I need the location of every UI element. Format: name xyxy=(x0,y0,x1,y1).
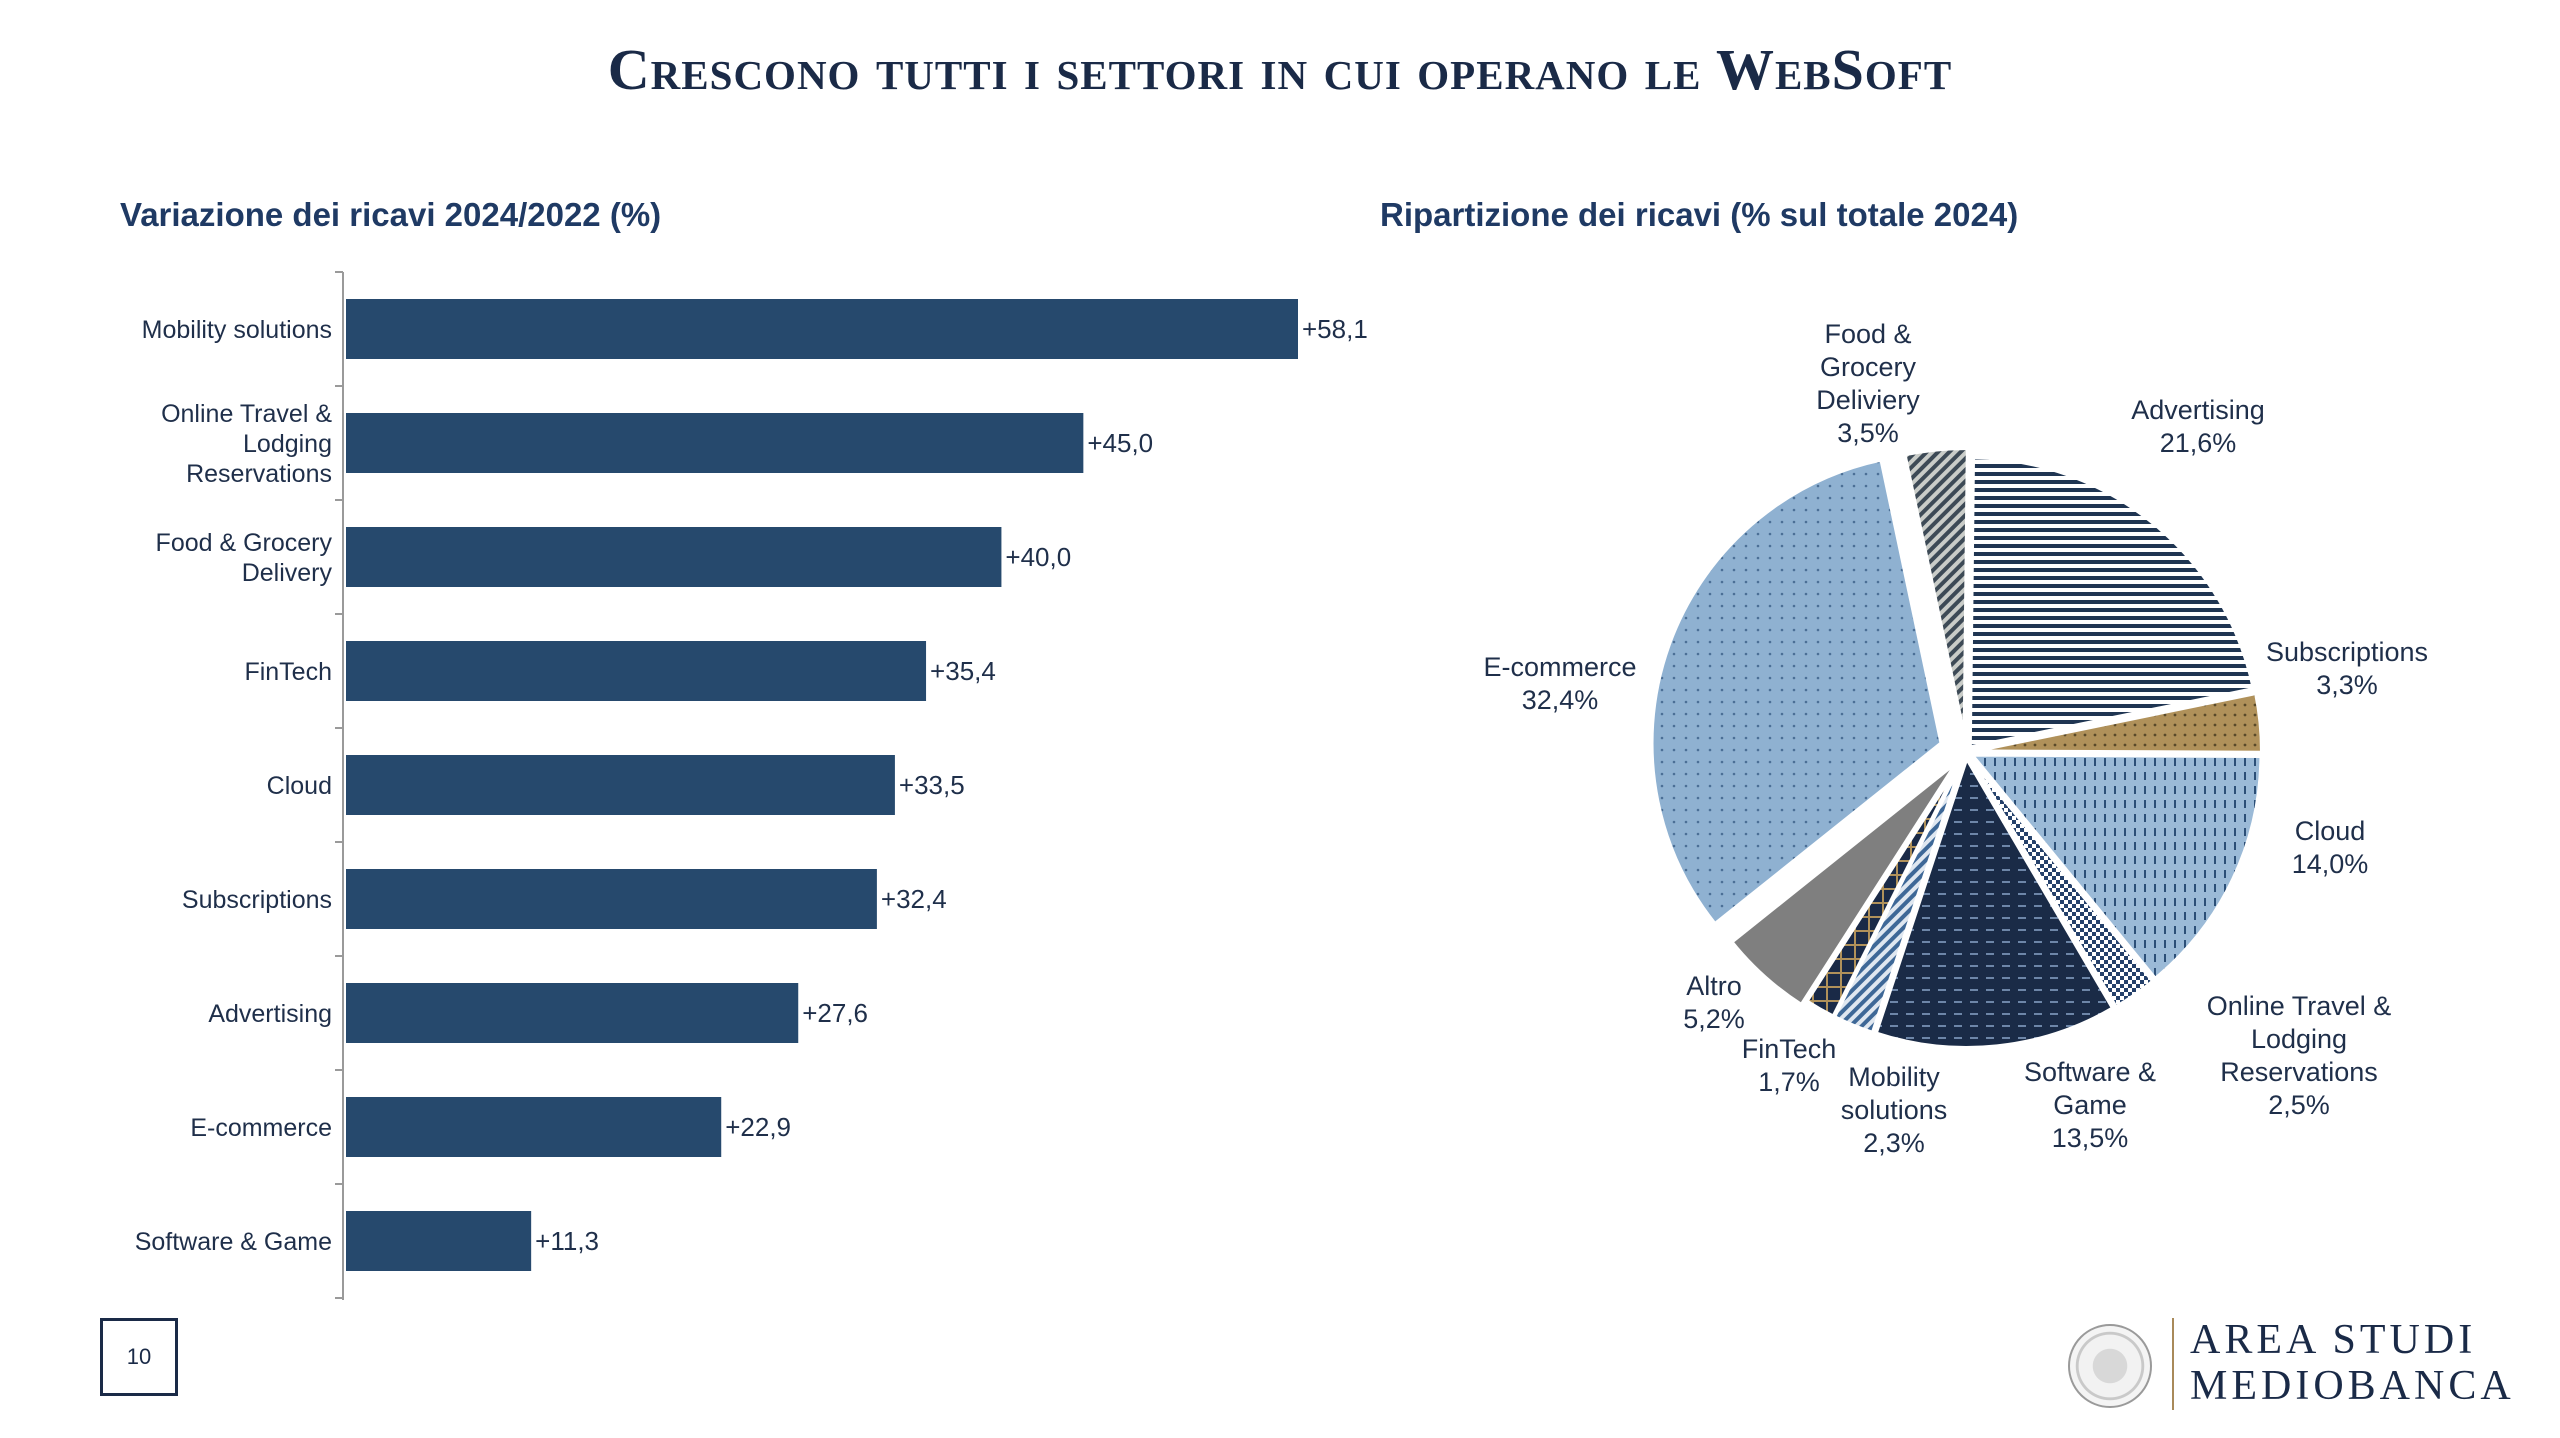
seal-icon xyxy=(2068,1324,2152,1408)
pie-slice-label: 32,4% xyxy=(1522,685,1599,715)
pie-slice-label: Deliviery xyxy=(1816,385,1920,415)
pie-slice-label: 14,0% xyxy=(2292,849,2369,879)
logo-line-1: AREA STUDI xyxy=(2190,1317,2477,1363)
pie-slice-label: 21,6% xyxy=(2160,428,2237,458)
category-label: Online Travel & xyxy=(161,400,332,428)
pie-slice-label: Subscriptions xyxy=(2266,637,2428,667)
bar-value-label: +35,4 xyxy=(930,656,996,686)
page-title: Crescono tutti i settori in cui operano … xyxy=(607,37,1953,102)
pie-slice xyxy=(1902,446,1970,739)
pie-slice-label: 2,5% xyxy=(2268,1090,2330,1120)
bar-value-label: +58,1 xyxy=(1302,314,1368,344)
pie-slice xyxy=(1967,455,2257,750)
bar xyxy=(346,641,927,701)
category-label: Lodging xyxy=(243,430,332,458)
category-label: E-commerce xyxy=(190,1114,332,1142)
category-label: Food & Grocery xyxy=(156,529,333,557)
bar-value-label: +45,0 xyxy=(1087,428,1153,458)
pie-slice-label: solutions xyxy=(1841,1095,1948,1125)
bar-value-label: +32,4 xyxy=(881,884,947,914)
bar xyxy=(346,1211,532,1271)
pie-slice-label: Software & xyxy=(2024,1057,2156,1087)
pie-slice xyxy=(1971,690,2264,755)
bar xyxy=(346,983,799,1043)
category-label: Subscriptions xyxy=(182,886,332,914)
pie-chart-title: Ripartizione dei ricavi (% sul totale 20… xyxy=(1380,196,2019,233)
pie-slice-label: FinTech xyxy=(1742,1034,1837,1064)
pie-slice-label: 13,5% xyxy=(2052,1123,2129,1153)
pie-slice-label: 3,5% xyxy=(1837,418,1899,448)
bar xyxy=(346,755,895,815)
bar xyxy=(346,413,1084,473)
page-number: 10 xyxy=(100,1318,178,1396)
pie-slice-label: Grocery xyxy=(1820,352,1917,382)
pie-slice-label: Online Travel & xyxy=(2207,991,2392,1021)
category-label: Reservations xyxy=(186,460,332,488)
logo-line-2: MEDIOBANCA xyxy=(2190,1363,2515,1409)
pie-slice xyxy=(1803,756,1965,1020)
bar-value-label: +27,6 xyxy=(802,998,868,1028)
pie-slice-label: Advertising xyxy=(2131,395,2265,425)
bar xyxy=(346,869,877,929)
category-label: FinTech xyxy=(244,658,332,686)
bar xyxy=(346,1097,722,1157)
bar-chart-title: Variazione dei ricavi 2024/2022 (%) xyxy=(120,196,662,233)
pie-slice xyxy=(1967,752,2264,982)
pie-slice-label: Mobility xyxy=(1848,1062,1940,1092)
category-label: Cloud xyxy=(267,772,332,800)
pie-slice-label: 1,7% xyxy=(1758,1067,1820,1097)
bar-value-label: +11,3 xyxy=(535,1226,599,1256)
category-label: Software & Game xyxy=(135,1228,332,1256)
pie-slice-label: 5,2% xyxy=(1683,1004,1745,1034)
logo-divider xyxy=(2172,1318,2174,1410)
pie-slice-label: Game xyxy=(2053,1090,2127,1120)
pie-slice-label: Altro xyxy=(1686,971,1742,1001)
bar-value-label: +40,0 xyxy=(1005,542,1071,572)
category-label: Delivery xyxy=(242,559,333,587)
bar-group: +58,1 Mobility solutions +45,0 Online Trave… xyxy=(135,271,1368,1299)
pie-slice xyxy=(1967,755,2157,1010)
pie-slice-label: Food & xyxy=(1824,319,1911,349)
pie-slice-label: Reservations xyxy=(2220,1057,2378,1087)
pie-slice-label: Cloud xyxy=(2295,816,2366,846)
bar-value-label: +33,5 xyxy=(899,770,965,800)
category-label: Mobility solutions xyxy=(142,316,332,344)
pie-slice xyxy=(1649,457,1944,928)
pie-slice xyxy=(1873,753,2116,1050)
pie-slice-label: E-commerce xyxy=(1483,652,1636,682)
category-label: Advertising xyxy=(208,1000,332,1028)
pie-slice-label: 2,3% xyxy=(1863,1128,1925,1158)
bar-value-label: +22,9 xyxy=(725,1112,791,1142)
bar xyxy=(346,527,1002,587)
logo: AREA STUDI MEDIOBANCA xyxy=(2060,1310,2520,1410)
pie-slice-label: 3,3% xyxy=(2316,670,2378,700)
pie-slice xyxy=(1728,759,1960,1008)
pie-slice-label: Lodging xyxy=(2251,1024,2347,1054)
bar xyxy=(346,299,1298,359)
